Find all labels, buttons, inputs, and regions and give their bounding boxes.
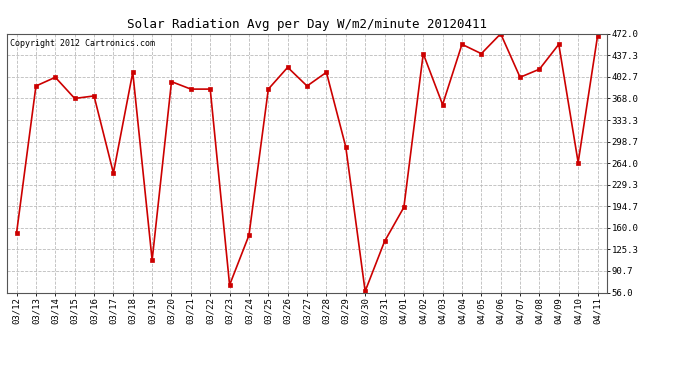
Title: Solar Radiation Avg per Day W/m2/minute 20120411: Solar Radiation Avg per Day W/m2/minute … bbox=[127, 18, 487, 31]
Text: Copyright 2012 Cartronics.com: Copyright 2012 Cartronics.com bbox=[10, 39, 155, 48]
